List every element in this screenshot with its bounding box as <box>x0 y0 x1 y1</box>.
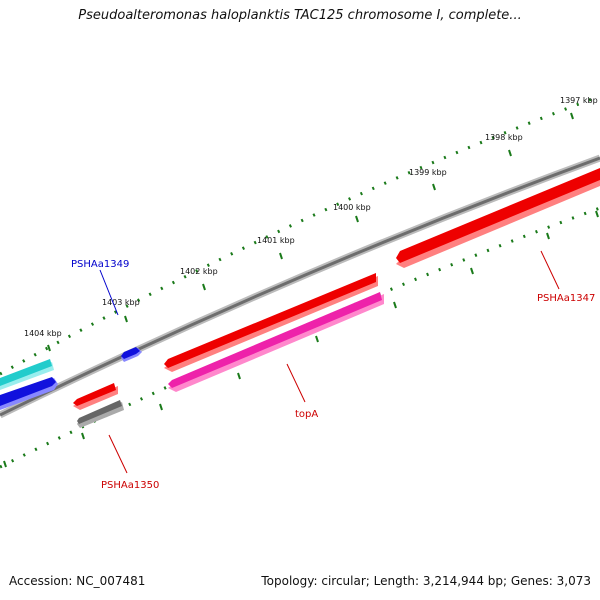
kbp-label-1397: 1397 kbp <box>560 96 598 105</box>
gene-pshaa1347[interactable] <box>396 168 600 268</box>
kbp-labels: 1397 kbp 1398 kbp 1399 kbp 1400 kbp 1401… <box>24 96 598 338</box>
leader-pshaa1349 <box>99 269 119 316</box>
leader-pshaa1347 <box>540 250 560 290</box>
kbp-label-1401: 1401 kbp <box>257 236 295 245</box>
leader-pshaa1350 <box>108 434 128 474</box>
backbone <box>0 154 600 419</box>
label-pshaa1350: PSHAa1350 <box>101 480 159 491</box>
leader-topa <box>286 363 306 403</box>
leader-lines <box>99 250 560 474</box>
gene-labels: PSHAa1349 PSHAa1347 topA PSHAa1350 <box>71 259 595 491</box>
gene-topa[interactable] <box>168 292 384 392</box>
label-pshaa1349: PSHAa1349 <box>71 259 129 270</box>
label-pshaa1347: PSHAa1347 <box>537 293 595 304</box>
kbp-label-1400: 1400 kbp <box>333 203 371 212</box>
kbp-label-1402: 1402 kbp <box>180 267 218 276</box>
gene-red-small[interactable] <box>73 383 118 410</box>
gene-blue-left[interactable] <box>0 377 58 410</box>
gene-pshaa1350[interactable] <box>77 400 124 428</box>
kbp-label-1404: 1404 kbp <box>24 329 62 338</box>
map-title: Pseudoalteromonas haloplanktis TAC125 ch… <box>78 8 522 23</box>
kbp-label-1403: 1403 kbp <box>102 298 140 307</box>
kbp-label-1399: 1399 kbp <box>409 168 447 177</box>
kbp-label-1398: 1398 kbp <box>485 133 523 142</box>
gene-cyan[interactable] <box>0 359 54 390</box>
footer-accession: Accession: NC_007481 <box>9 574 146 588</box>
gene-blue-small[interactable] <box>121 347 142 362</box>
gene-red-middle[interactable] <box>164 273 378 372</box>
outer-major-ticks <box>47 112 574 352</box>
label-topa: topA <box>295 409 318 420</box>
inner-major-ticks <box>3 210 599 468</box>
footer-summary: Topology: circular; Length: 3,214,944 bp… <box>261 574 591 588</box>
genes <box>0 168 600 428</box>
